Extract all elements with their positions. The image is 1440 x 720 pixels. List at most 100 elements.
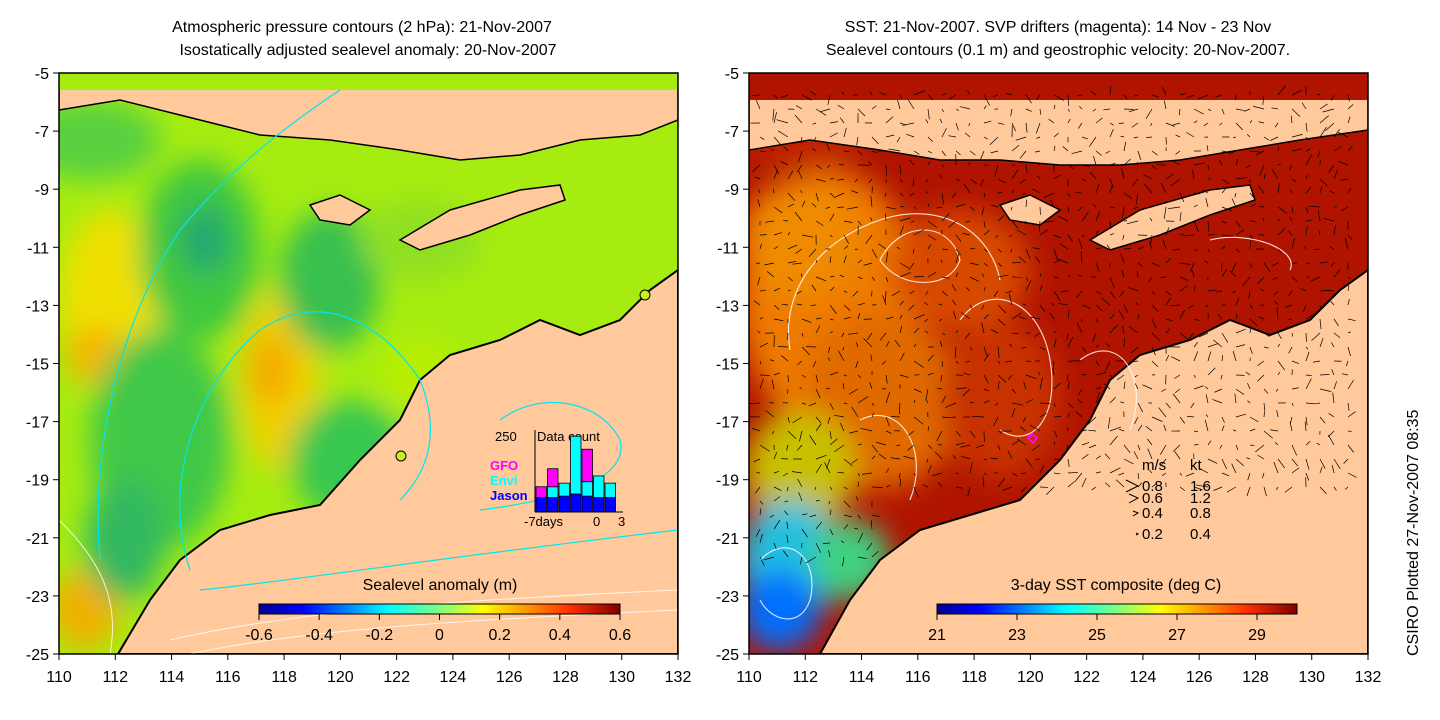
velocity-arrow [829, 304, 837, 314]
velocity-arrow [1277, 228, 1286, 236]
velocity-arrow [1007, 374, 1013, 381]
velocity-arrow [1229, 270, 1237, 278]
velocity-arrow [1245, 371, 1251, 376]
velocity-arrow [969, 276, 980, 282]
velocity-arrow [843, 458, 853, 467]
velocity-arrow [1088, 136, 1097, 147]
velocity-arrow [939, 118, 943, 124]
velocity-arrow [1095, 150, 1103, 156]
velocity-arrow [963, 183, 971, 194]
velocity-arrow [786, 521, 789, 530]
velocity-arrow [1092, 108, 1097, 112]
velocity-arrow [829, 275, 835, 278]
velocity-arrow [1213, 339, 1223, 348]
velocity-arrow [1121, 270, 1125, 278]
velocity-arrow [955, 330, 959, 334]
velocity-arrow [1305, 226, 1308, 236]
velocity-arrow [1193, 341, 1199, 348]
velocity-arrow [1193, 486, 1203, 491]
velocity-arrow [1126, 220, 1139, 225]
velocity-arrow [850, 190, 859, 194]
velocity-arrow [759, 508, 762, 516]
velocity-arrow [871, 150, 878, 154]
velocity-arrow [941, 248, 949, 251]
velocity-arrow [1092, 203, 1097, 208]
velocity-arrow [1067, 481, 1075, 488]
velocity-arrow [1291, 467, 1300, 474]
velocity-arrow [1092, 332, 1097, 343]
velocity-arrow [759, 444, 770, 452]
velocity-arrow [1123, 141, 1127, 152]
velocity-arrow [1172, 393, 1181, 404]
velocity-arrow [1095, 360, 1100, 366]
velocity-arrow [1151, 262, 1160, 267]
velocity-arrow [1025, 360, 1031, 362]
velocity-arrow [941, 164, 945, 168]
velocity-arrow [899, 300, 905, 306]
velocity-arrow [846, 206, 859, 210]
velocity-arrow [834, 444, 845, 453]
velocity-arrow [969, 430, 976, 438]
velocity-arrow [1137, 472, 1140, 480]
velocity-arrow [983, 230, 990, 236]
velocity-arrow [759, 136, 765, 140]
velocity-arrow [925, 398, 929, 404]
velocity-arrow [876, 441, 887, 446]
velocity-arrow [1347, 472, 1357, 478]
velocity-arrow [1067, 458, 1070, 468]
velocity-arrow [902, 122, 915, 126]
velocity-legend-kt-value: 0.4 [1190, 526, 1211, 543]
velocity-arrow [1123, 247, 1132, 250]
velocity-arrow [787, 232, 791, 236]
data-count-bar [593, 475, 605, 498]
velocity-arrow [1118, 472, 1125, 476]
velocity-arrow [1305, 174, 1308, 180]
velocity-arrow [1025, 374, 1037, 380]
velocity-arrow [969, 178, 978, 184]
velocity-arrow [1036, 162, 1041, 166]
velocity-arrow [855, 360, 859, 369]
velocity-legend-kt-value: 1.2 [1190, 490, 1211, 507]
velocity-arrow [777, 130, 789, 138]
velocity-arrow [1057, 258, 1069, 264]
velocity-arrow [899, 217, 911, 222]
velocity-arrow [1052, 368, 1055, 376]
velocity-arrow [1075, 411, 1083, 418]
velocity-arrow [1053, 338, 1057, 348]
velocity-arrow [1246, 486, 1251, 497]
velocity-arrow [1333, 206, 1338, 208]
velocity-arrow [1179, 233, 1184, 236]
velocity-arrow [1116, 374, 1125, 381]
velocity-arrow [812, 122, 817, 125]
velocity-arrow [1249, 428, 1256, 432]
velocity-arrow [1080, 251, 1083, 264]
velocity-arrow [1106, 244, 1111, 250]
velocity-arrow [1193, 248, 1198, 252]
data-count-bar [547, 468, 559, 488]
velocity-arrow [913, 486, 919, 498]
velocity-arrow [771, 148, 775, 152]
velocity-arrow [855, 342, 859, 348]
velocity-arrow [927, 271, 937, 278]
velocity-arrow [1053, 145, 1056, 152]
velocity-arrow [1247, 400, 1251, 404]
velocity-arrow [1316, 442, 1321, 446]
velocity-arrow [843, 486, 848, 490]
velocity-arrow [1291, 444, 1298, 456]
velocity-arrow [1095, 211, 1100, 222]
velocity-arrow [1319, 318, 1322, 330]
velocity-arrow [1105, 342, 1111, 348]
velocity-arrow [1221, 178, 1230, 185]
velocity-arrow [871, 486, 883, 488]
y-tick-label: -21 [716, 531, 739, 548]
velocity-arrow [1235, 220, 1241, 228]
velocity-arrow [1067, 374, 1069, 381]
velocity-arrow [1305, 186, 1311, 194]
velocity-arrow [1029, 424, 1041, 432]
velocity-arrow [885, 213, 887, 222]
velocity-arrow [1179, 332, 1189, 341]
velocity-arrow [941, 108, 944, 113]
velocity-arrow [1011, 402, 1024, 406]
velocity-arrow [1338, 160, 1349, 166]
velocity-arrow [843, 220, 853, 223]
